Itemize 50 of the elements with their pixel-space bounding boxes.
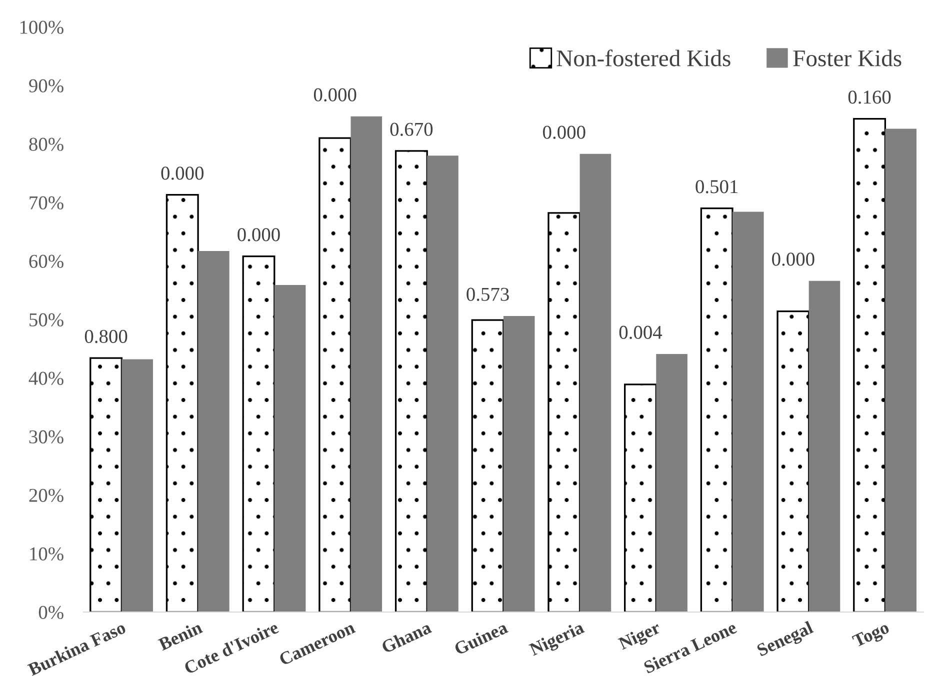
annotation: 0.501 [696, 180, 738, 194]
y-tick-label: 40% [28, 372, 64, 385]
bar [656, 354, 688, 612]
bar [548, 212, 581, 612]
annotation: 0.000 [314, 88, 356, 102]
annotation: 0.004 [619, 326, 662, 340]
y-tick-label: 100% [20, 20, 64, 34]
bar [198, 251, 230, 612]
legend-label: Foster Kids [793, 50, 902, 66]
y-tick-label: 90% [29, 79, 64, 92]
bar [732, 212, 764, 612]
bar [166, 194, 199, 612]
annotation: 0.160 [848, 90, 891, 104]
bar [580, 154, 612, 612]
bar [274, 284, 306, 612]
bar [242, 255, 276, 612]
y-tick-label: 20% [29, 488, 64, 502]
annotation: 0.000 [772, 252, 814, 266]
y-tick-label: 30% [29, 430, 64, 444]
bar [471, 319, 504, 612]
bar [776, 310, 810, 612]
x-tick-label: Benin [157, 620, 204, 651]
y-tick-label: 80% [29, 138, 64, 151]
bar [394, 150, 428, 612]
annotation: 0.800 [84, 330, 128, 344]
bar [122, 359, 153, 612]
y-tick-label: 50% [30, 313, 64, 326]
annotation: 0.000 [543, 126, 586, 139]
y-tick-label: 70% [30, 196, 64, 210]
y-tick-label: 0% [38, 606, 64, 620]
bar [700, 207, 734, 612]
annotation: 0.000 [161, 166, 204, 180]
x-tick-label: Togo [852, 621, 892, 651]
y-tick-label: 10% [30, 547, 64, 561]
bar [808, 280, 840, 612]
bar [90, 357, 123, 612]
y-tick-label: 60% [29, 254, 64, 268]
annotation: 0.573 [466, 288, 509, 301]
legend-label: Non-fostered Kids [556, 49, 730, 66]
bar [503, 316, 535, 612]
bar [350, 116, 382, 612]
bar [427, 156, 458, 612]
annotation: 0.670 [390, 122, 433, 136]
bar [853, 118, 886, 612]
bar [885, 128, 916, 612]
annotation: 0.000 [238, 228, 280, 242]
bar [318, 137, 352, 612]
x-tick-label: Ghana [380, 620, 432, 654]
x-tick-label: Guinea [453, 620, 509, 656]
bar [624, 384, 657, 612]
